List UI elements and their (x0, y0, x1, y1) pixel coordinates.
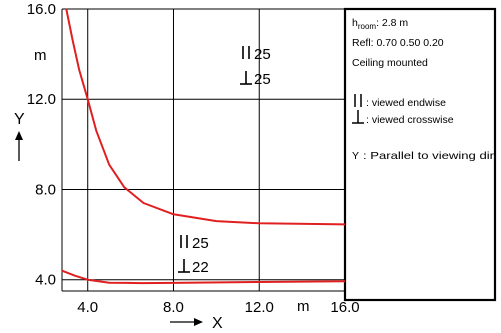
x-axis-title: X (212, 315, 223, 332)
grid (62, 9, 345, 291)
annotation-lower: 25 22 (178, 235, 209, 276)
room-height-value: : 2.8 m (376, 17, 408, 29)
annotation-lower-endwise-value: 25 (192, 235, 209, 252)
legend-y-text: : Parallel to viewing dir (363, 150, 495, 162)
annotation-lower-crosswise-value: 22 (192, 259, 209, 276)
x-unit-label: m (297, 298, 310, 315)
parallel-bars-icon (354, 94, 362, 107)
y-tick-label: 16.0 (27, 1, 56, 18)
series-line-1 (65, 8, 346, 226)
legend-endwise: : viewed endwise (366, 97, 446, 109)
y-axis-title: Y (14, 111, 25, 128)
perpendicular-icon (240, 71, 252, 85)
y-tick-label: 8.0 (35, 181, 56, 198)
mounting: Ceiling mounted (352, 57, 428, 69)
series-line-2 (61, 269, 346, 285)
info-panel: hroom: 2.8 m Refl: 0.70 0.50 0.20 Ceilin… (352, 17, 495, 162)
x-axis-arrow (170, 318, 203, 326)
x-tick-label: 8.0 (163, 299, 184, 316)
y-tick-label: 4.0 (35, 272, 56, 289)
y-axis-arrow (15, 131, 23, 161)
room-height-symbol: h (352, 17, 358, 29)
annotation-upper: 25 25 (240, 46, 271, 88)
perpendicular-icon (352, 110, 364, 124)
y-unit-label: m (34, 47, 47, 64)
room-height-subscript: room (358, 22, 377, 31)
x-tick-label: 12.0 (245, 299, 274, 316)
series-lines (61, 8, 346, 285)
legend-crosswise: : viewed crosswise (366, 114, 454, 126)
annotation-upper-crosswise-value: 25 (254, 71, 271, 88)
x-tick-label: 4.0 (77, 299, 98, 316)
reflectances: Refl: 0.70 0.50 0.20 (352, 37, 444, 49)
y-tick-label: 12.0 (27, 91, 56, 108)
tick-labels: 4.0 8.0 12.0 16.0 4.0 8.0 12.0 16.0 (27, 1, 360, 316)
room-height: hroom: 2.8 m (352, 17, 408, 31)
chart-frame (61, 7, 497, 302)
perpendicular-icon (178, 259, 190, 273)
annotation-upper-endwise-value: 25 (254, 46, 271, 63)
parallel-bars-icon (180, 235, 188, 248)
x-tick-label: 16.0 (330, 299, 359, 316)
info-panel-frame (343, 7, 497, 302)
parallel-bars-icon (242, 46, 250, 59)
legend-y-key: Y (352, 150, 359, 162)
